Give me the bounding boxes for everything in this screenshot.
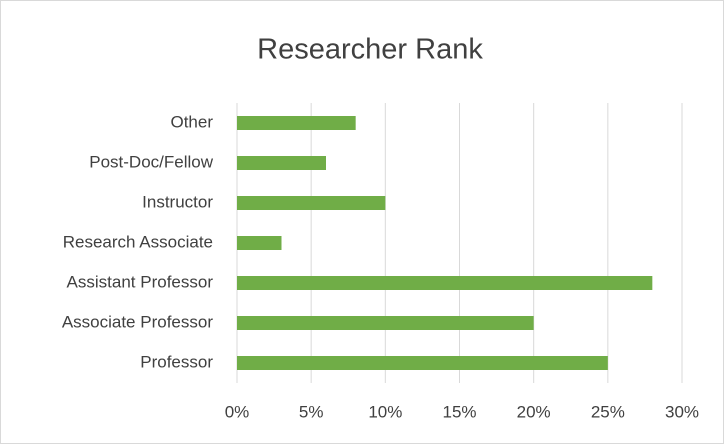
x-tick-label: 15% — [442, 402, 476, 421]
y-tick-label: Research Associate — [63, 232, 213, 251]
x-tick-label: 10% — [368, 402, 402, 421]
bar — [237, 356, 608, 370]
x-tick-label: 0% — [225, 402, 250, 421]
x-tick-label: 25% — [591, 402, 625, 421]
y-tick-label: Assistant Professor — [67, 272, 214, 291]
y-tick-label: Professor — [140, 352, 213, 371]
y-tick-label: Associate Professor — [62, 312, 214, 331]
chart-title: Researcher Rank — [257, 34, 483, 66]
y-tick-label: Post-Doc/Fellow — [89, 152, 213, 171]
x-tick-label: 5% — [299, 402, 324, 421]
bar — [237, 276, 653, 290]
bar — [237, 116, 356, 130]
y-tick-label: Instructor — [142, 192, 213, 211]
x-tick-label: 20% — [517, 402, 551, 421]
y-tick-label: Other — [170, 112, 213, 131]
bar — [237, 236, 282, 250]
x-tick-label: 30% — [665, 402, 699, 421]
bar — [237, 196, 386, 210]
bar — [237, 316, 534, 330]
bar — [237, 156, 326, 170]
